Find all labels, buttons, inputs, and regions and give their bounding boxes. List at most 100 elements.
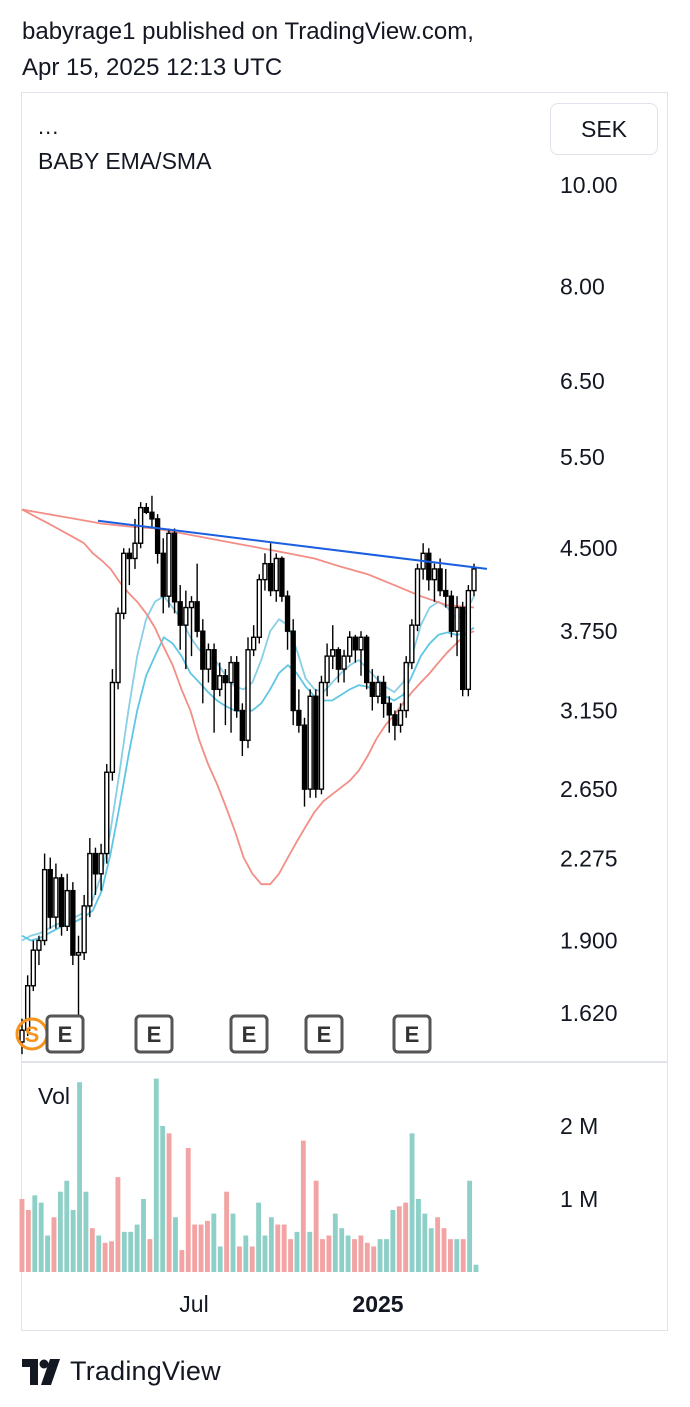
volume-bar-up (128, 1231, 134, 1272)
candle-up (471, 568, 477, 592)
volume-bar-down (403, 1202, 409, 1272)
candle-up (341, 655, 347, 670)
price-tick-label: 8.00 (560, 274, 605, 300)
volume-bar-down (25, 1209, 31, 1272)
candle-up (358, 636, 364, 651)
trendline[interactable] (97, 519, 488, 570)
volume-bar-down (281, 1224, 287, 1272)
volume-bar-up (160, 1126, 166, 1272)
price-tick-label: 1.620 (560, 1000, 618, 1026)
candle-down (154, 518, 161, 555)
candle-down (301, 724, 308, 790)
candle-down (149, 511, 155, 520)
volume-bar-down (205, 1220, 210, 1272)
earnings-marker-label: E (405, 1022, 420, 1047)
pane-separator[interactable] (22, 1061, 667, 1063)
volume-bar-up (307, 1231, 313, 1272)
volume-bar-down (435, 1217, 441, 1272)
candle-up (318, 681, 325, 790)
candle-down (160, 552, 166, 597)
candle-up (409, 624, 415, 664)
volume-bar-up (57, 1191, 63, 1272)
more-menu[interactable]: ... (38, 114, 60, 139)
candle-up (454, 606, 460, 632)
earnings-marker[interactable] (304, 1014, 344, 1054)
price-tick-label: 3.750 (560, 618, 618, 644)
volume-bar-up (77, 1082, 82, 1272)
sma-slow-line (21, 508, 475, 886)
candle-up (273, 557, 279, 592)
volume-bar-down (364, 1242, 370, 1272)
candle-up (431, 568, 438, 581)
earnings-marker[interactable] (134, 1014, 174, 1054)
volume-bar-down (275, 1224, 281, 1272)
earnings-marker[interactable] (45, 1014, 85, 1054)
candle-up (109, 681, 116, 773)
candle-up (245, 649, 251, 742)
volume-bar-down (313, 1180, 319, 1272)
volume-bar-up (422, 1213, 428, 1272)
candle-up (166, 532, 172, 597)
candle-up (132, 542, 138, 560)
candle-down (267, 562, 274, 592)
volume-bar-down (460, 1239, 466, 1272)
candle-down (426, 552, 432, 581)
volume-bar-up (32, 1195, 38, 1272)
candle-up (24, 985, 31, 1031)
candle-up (347, 636, 353, 657)
earnings-marker[interactable] (392, 1014, 432, 1054)
volume-bar-up (262, 1235, 268, 1272)
volume-bar-up (473, 1264, 479, 1272)
volume-bar-down (249, 1246, 255, 1272)
chart-frame (21, 92, 668, 1331)
candle-up (36, 939, 42, 951)
candle-down (222, 675, 229, 684)
trendline-layer[interactable] (97, 519, 488, 570)
candle-down (380, 681, 387, 705)
candle-down (437, 568, 443, 592)
volume-bar-up (83, 1191, 89, 1272)
volume-bar-down (371, 1246, 377, 1272)
volume-bar-down (198, 1224, 204, 1272)
candle-up (115, 612, 121, 684)
candle-down (194, 601, 200, 632)
candle-up (64, 889, 70, 928)
candle-up (183, 606, 189, 626)
candle-down (386, 702, 392, 716)
volume-bar-up (256, 1202, 262, 1272)
price-axis: 10.00 8.00 6.50 5.50 4.500 3.750 3.150 2.650 2.2… (560, 172, 618, 1026)
candle-up (262, 562, 268, 581)
volume-bar-down (441, 1228, 447, 1272)
candle-down (200, 630, 206, 670)
footer-brand[interactable]: TradingView (22, 1356, 221, 1387)
volume-bar-down (109, 1241, 114, 1272)
candle-up (228, 661, 234, 684)
candle-down (211, 649, 217, 691)
volume-bar-up (390, 1209, 396, 1272)
candle-up (217, 675, 223, 691)
candle-down (177, 601, 183, 626)
candle-down (126, 552, 133, 560)
volume-bar-down (51, 1217, 57, 1272)
candle-up (104, 771, 110, 855)
time-tick-label: 2025 (352, 1291, 403, 1317)
volume-tick-label: 2 M (560, 1113, 598, 1139)
volume-bar-up (467, 1180, 473, 1272)
volume-bar-down (224, 1191, 230, 1272)
price-tick-label: 3.150 (560, 697, 618, 723)
volume-bar-up (384, 1239, 389, 1272)
volume-bar-up (173, 1217, 178, 1272)
earnings-marker-label: E (147, 1022, 162, 1047)
candle-down (47, 868, 53, 918)
volume-bar-up (454, 1239, 460, 1272)
candle-up (98, 852, 104, 875)
candle-down (392, 714, 398, 726)
currency-button[interactable]: SEK (550, 103, 658, 155)
volume-bar-down (19, 1199, 25, 1272)
price-tick-label: 1.900 (560, 927, 618, 953)
time-tick-label: Jul (179, 1291, 208, 1317)
currency-label: SEK (580, 115, 628, 142)
earnings-marker[interactable] (229, 1014, 269, 1054)
